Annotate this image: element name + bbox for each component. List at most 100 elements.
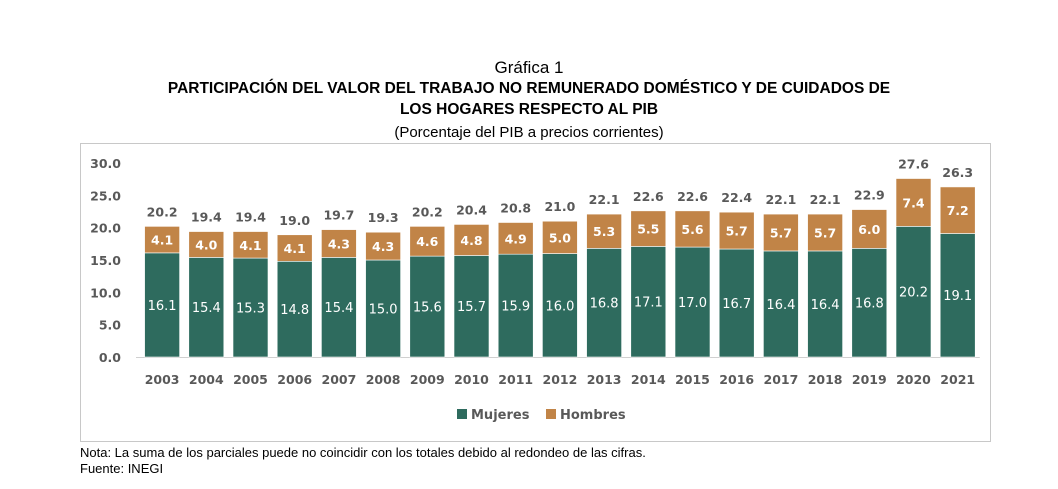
x-tick-label: 2020 <box>896 372 931 387</box>
data-label-hombres: 4.1 <box>151 233 173 248</box>
data-label-total: 21.0 <box>544 199 575 214</box>
bar-hombres <box>542 220 578 254</box>
data-label-hombres: 7.2 <box>947 203 969 218</box>
data-label-hombres: 4.8 <box>460 233 482 248</box>
data-label-total: 20.8 <box>500 200 531 215</box>
data-label-mujeres: 14.8 <box>280 303 309 318</box>
bar-mujeres <box>453 255 490 358</box>
bar-hombres <box>895 178 932 227</box>
data-label-total: 20.2 <box>147 204 178 219</box>
bar-mujeres <box>409 255 446 358</box>
x-tick-label: 2018 <box>808 372 843 387</box>
data-label-hombres: 4.1 <box>239 238 261 253</box>
bar-hombres <box>232 231 269 259</box>
data-label-total: 22.1 <box>589 192 620 207</box>
data-label-mujeres: 20.2 <box>899 286 928 301</box>
bar-hombres <box>586 213 622 249</box>
x-tick-label: 2009 <box>410 372 445 387</box>
bar-mujeres <box>497 253 534 358</box>
data-label-mujeres: 15.9 <box>501 300 530 315</box>
x-tick-label: 2014 <box>631 372 666 387</box>
bar-hombres <box>718 211 755 250</box>
data-label-mujeres: 16.8 <box>855 297 884 312</box>
chart-title-line1: PARTICIPACIÓN DEL VALOR DEL TRABAJO NO R… <box>167 80 891 97</box>
bar-mujeres <box>542 253 578 358</box>
data-label-hombres: 5.3 <box>593 224 615 239</box>
data-label-total: 27.6 <box>898 157 929 172</box>
stacked-bar-chart: 0.0 5.0 10.0 15.0 20.0 25.0 30.0 16.1 4.1 20.2 200… <box>90 156 980 423</box>
x-tick-label: 2015 <box>675 372 710 387</box>
footnote: Nota: La suma de los parciales puede no … <box>80 445 646 460</box>
bar-mujeres <box>365 259 401 358</box>
bar-mujeres <box>321 257 357 358</box>
data-label-total: 22.9 <box>854 188 885 203</box>
data-label-mujeres: 19.1 <box>943 289 972 304</box>
data-label-total: 22.6 <box>633 189 664 204</box>
x-tick-label: 2010 <box>454 372 489 387</box>
data-label-total: 20.2 <box>412 204 443 219</box>
data-label-mujeres: 15.4 <box>324 301 353 316</box>
x-tick-label: 2007 <box>322 372 357 387</box>
data-label-total: 19.7 <box>323 208 354 223</box>
x-tick-label: 2016 <box>719 372 754 387</box>
chart-title-line2: LOS HOGARES RESPECTO AL PIB <box>399 101 659 118</box>
data-label-hombres: 4.0 <box>195 237 217 252</box>
data-label-mujeres: 16.0 <box>545 299 574 314</box>
bar-mujeres <box>895 226 932 358</box>
data-label-hombres: 4.3 <box>372 239 394 254</box>
bar-hombres <box>453 224 490 256</box>
data-label-mujeres: 17.0 <box>678 296 707 311</box>
data-label-hombres: 4.1 <box>284 241 306 256</box>
data-label-hombres: 5.7 <box>814 226 836 241</box>
y-tick-label: 15.0 <box>90 253 121 268</box>
data-label-hombres: 7.4 <box>902 195 924 210</box>
bar-hombres <box>807 213 843 252</box>
bar-mujeres <box>232 257 269 358</box>
data-label-mujeres: 15.4 <box>192 301 221 316</box>
data-label-total: 26.3 <box>942 165 973 180</box>
bar-hombres <box>365 231 401 261</box>
bar-hombres <box>763 213 799 252</box>
data-label-hombres: 5.7 <box>770 226 792 241</box>
bar-mujeres <box>144 252 180 358</box>
data-label-total: 19.0 <box>279 213 310 228</box>
bar-hombres <box>276 234 313 262</box>
bar-hombres <box>409 226 446 257</box>
x-tick-label: 2021 <box>940 372 975 387</box>
x-tick-label: 2003 <box>145 372 180 387</box>
graph-number: Gráfica 1 <box>494 58 564 77</box>
bar-mujeres <box>586 248 622 358</box>
bar-mujeres <box>763 250 799 358</box>
x-tick-label: 2017 <box>764 372 799 387</box>
data-label-hombres: 4.3 <box>328 237 350 252</box>
legend-swatch-hombres <box>546 409 556 419</box>
source-note: Fuente: INEGI <box>80 461 164 476</box>
bar-hombres <box>630 210 667 247</box>
chart-subtitle: (Porcentaje del PIB a precios corrientes… <box>394 124 664 141</box>
data-label-mujeres: 16.4 <box>766 298 795 313</box>
data-label-mujeres: 16.4 <box>811 298 840 313</box>
data-label-total: 22.4 <box>721 190 752 205</box>
legend-swatch-mujeres <box>457 409 467 419</box>
x-tick-label: 2005 <box>233 372 268 387</box>
data-label-mujeres: 15.6 <box>413 301 442 316</box>
y-tick-label: 5.0 <box>99 318 121 333</box>
bar-mujeres <box>718 248 755 358</box>
x-tick-label: 2008 <box>366 372 401 387</box>
bar-hombres <box>851 209 888 249</box>
y-tick-label: 25.0 <box>90 188 121 203</box>
data-label-hombres: 6.0 <box>858 222 880 237</box>
y-tick-label: 30.0 <box>90 156 121 171</box>
bar-hombres <box>674 210 711 248</box>
y-tick-label: 10.0 <box>90 285 121 300</box>
bar-mujeres <box>807 250 843 358</box>
data-label-hombres: 5.0 <box>549 230 571 245</box>
x-tick-label: 2012 <box>543 372 578 387</box>
bar-hombres <box>321 229 357 258</box>
data-label-hombres: 5.7 <box>726 224 748 239</box>
data-label-mujeres: 16.7 <box>722 297 751 312</box>
data-label-mujeres: 16.1 <box>148 299 177 314</box>
bar-mujeres <box>276 260 313 358</box>
data-label-hombres: 5.5 <box>637 222 659 237</box>
bar-mujeres <box>630 246 667 358</box>
